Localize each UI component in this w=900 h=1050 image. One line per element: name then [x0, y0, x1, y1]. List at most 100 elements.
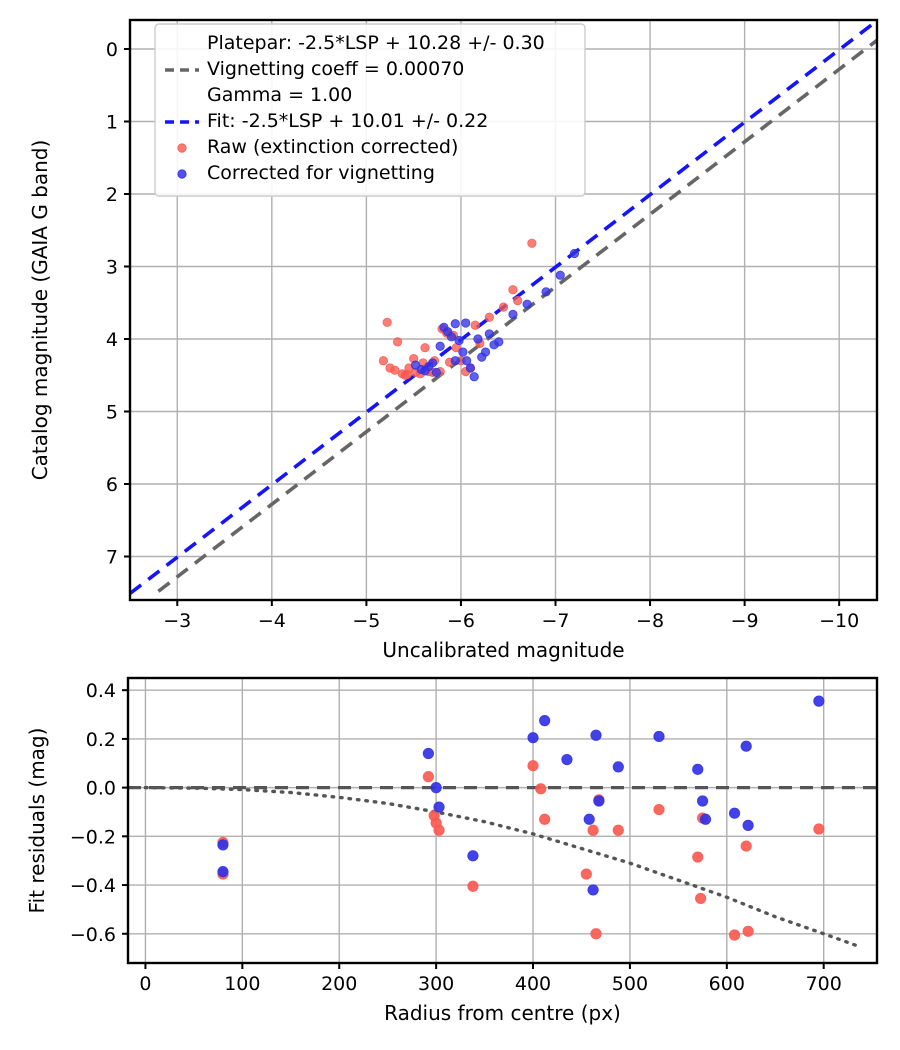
top-panel-data-point	[450, 319, 460, 329]
top-panel-data-point	[435, 341, 445, 351]
bottom-panel-data-point	[699, 813, 712, 825]
bottom-panel-data-point	[527, 760, 539, 772]
top-panel-ytick-label: 1	[106, 112, 118, 134]
bottom-panel-xaxis-label: Radius from centre (px)	[384, 1001, 621, 1025]
top-panel-xtick-label: −10	[819, 610, 859, 632]
legend-raw-points-label: Raw (extinction corrected)	[207, 136, 458, 158]
top-panel-xtick-label: −8	[636, 610, 664, 632]
top-panel-data-layer	[130, 20, 877, 595]
bottom-panel-data-point	[433, 824, 445, 836]
bottom-panel-data-point	[740, 840, 752, 852]
bottom-panel-data-point	[587, 824, 599, 836]
top-panel-data-point	[569, 248, 580, 259]
legend-platepar-line-label: Vignetting coeff = 0.00070	[207, 58, 464, 80]
legend-corrected-points-label: Corrected for vignetting	[207, 162, 435, 184]
legend-platepar-title-label: Platepar: -2.5*LSP + 10.28 +/- 0.30	[207, 32, 545, 54]
bottom-panel-plot-background	[128, 678, 877, 963]
bottom-panel-ytick-label: −0.2	[70, 826, 116, 848]
top-panel-xtick-label: −7	[541, 610, 569, 632]
legend-corrected-points[interactable]: Corrected for vignetting	[177, 162, 435, 184]
top-panel-data-point	[392, 337, 403, 347]
bottom-panel-axis-frame	[126, 676, 879, 965]
top-panel-data-point	[555, 270, 565, 280]
bottom-panel-data-point	[433, 801, 445, 813]
bottom-panel-xtick-label: 700	[806, 973, 842, 995]
top-panel-xaxis-label: Uncalibrated magnitude	[382, 638, 624, 662]
bottom-panel-ytick-label: −0.4	[70, 875, 116, 897]
bottom-panel-xtick-label: 100	[224, 973, 260, 995]
bottom-panel-data-point	[217, 866, 229, 878]
bottom-panel-data-point	[217, 839, 229, 851]
legend-gamma[interactable]: Gamma = 1.00	[207, 84, 352, 106]
top-panel-data-point	[508, 285, 518, 295]
top-panel-data-point	[541, 287, 551, 297]
top-panel-data-point	[513, 295, 523, 306]
top-panel-data-point	[461, 318, 471, 328]
top-panel-data-point	[427, 358, 438, 368]
legend-platepar-line[interactable]: Vignetting coeff = 0.00070	[165, 58, 464, 80]
bottom-panel-data-point	[612, 824, 624, 836]
bottom-panel-xtick-label: 200	[321, 973, 357, 995]
bottom-panel-data-point	[590, 729, 602, 741]
bottom-panel-data-point	[813, 695, 825, 707]
legend-raw-points[interactable]: Raw (extinction corrected)	[177, 136, 459, 158]
legend-gamma-label: Gamma = 1.00	[207, 84, 352, 106]
top-panel-axes	[128, 18, 879, 602]
bottom-panel-yaxis-label: Fit residuals (mag)	[25, 728, 49, 914]
bottom-panel-ytick-label: 0.2	[86, 729, 116, 751]
bottom-panel-data-point	[587, 884, 599, 896]
top-panel-ytick-label: 7	[106, 547, 118, 569]
bottom-panel-data-point	[583, 813, 595, 825]
top-panel-ytick-label: 0	[106, 39, 118, 61]
legend-fit-line-label: Fit: -2.5*LSP + 10.01 +/- 0.22	[207, 110, 488, 132]
bottom-panel-ytick-label: −0.6	[70, 924, 116, 946]
legend-red-dot-swatch	[177, 143, 187, 153]
bottom-panel-line-vignetting-curve	[143, 785, 860, 948]
top-panel-data-point	[450, 356, 460, 366]
bottom-panel-data-point	[580, 868, 592, 880]
bottom-panel-data-point	[740, 740, 752, 752]
bottom-panel-xtick-label: 600	[709, 973, 745, 995]
bottom-panel-data-point	[535, 783, 547, 795]
bottom-panel-data-point	[742, 819, 754, 831]
top-panel-data-point	[470, 320, 480, 330]
bottom-panel-data-point	[467, 880, 479, 892]
top-panel-data-point	[473, 334, 483, 344]
bottom-panel-data-point	[695, 892, 707, 905]
bottom-panel-data-point	[653, 730, 665, 743]
bottom-panel-xtick-label: 500	[612, 973, 648, 995]
bottom-panel-data-point	[422, 747, 434, 760]
top-panel-data-point	[484, 329, 494, 339]
bottom-panel-data-layer	[128, 695, 877, 948]
bottom-panel-axes	[126, 676, 879, 965]
top-panel-data-point	[462, 356, 472, 366]
bottom-panel-series-corrected-for-vignetting	[217, 695, 825, 896]
top-panel-yaxis-label: Catalog magnitude (GAIA G band)	[28, 140, 52, 481]
bottom-panel: 0 100 200 300 400 500 600 700 0.4 0.2 0.0 −0.2 −0.4 −…	[25, 676, 879, 1025]
bottom-panel-tick-labels: 0 100 200 300 400 500 600 700 0.4 0.2 0.0 −0.2 −0.4 −…	[70, 680, 842, 995]
bottom-panel-data-point	[692, 763, 704, 775]
top-panel-data-point	[458, 347, 468, 357]
top-panel-data-point	[469, 372, 479, 382]
bottom-panel-data-point	[728, 929, 741, 941]
bottom-panel-xtick-label: 400	[515, 973, 551, 995]
legend-platepar-title[interactable]: Platepar: -2.5*LSP + 10.28 +/- 0.30	[207, 32, 545, 54]
top-panel-tick-labels: −3 −4 −5 −6 −7 −8 −9 −10 0 1 2 3 4 5 6 7	[106, 39, 859, 632]
bottom-panel-data-point	[467, 850, 479, 862]
bottom-panel-ytick-label: 0.0	[86, 778, 116, 800]
legend-fit-line[interactable]: Fit: -2.5*LSP + 10.01 +/- 0.22	[165, 110, 488, 132]
top-panel-data-point	[446, 332, 457, 342]
top-panel-data-point	[385, 363, 395, 373]
legend-box	[154, 23, 586, 197]
top-panel-axis-frame	[128, 18, 879, 602]
bottom-panel-data-point	[561, 753, 573, 766]
top-panel-ytick-label: 3	[106, 257, 118, 279]
top-panel-data-point	[508, 309, 518, 319]
top-panel-data-point	[378, 356, 389, 366]
bottom-panel-data-point	[653, 803, 665, 816]
top-panel-data-point	[527, 238, 537, 248]
bottom-panel-data-point	[430, 782, 442, 794]
top-panel-data-point	[431, 367, 441, 377]
top-panel-data-point	[420, 343, 430, 353]
